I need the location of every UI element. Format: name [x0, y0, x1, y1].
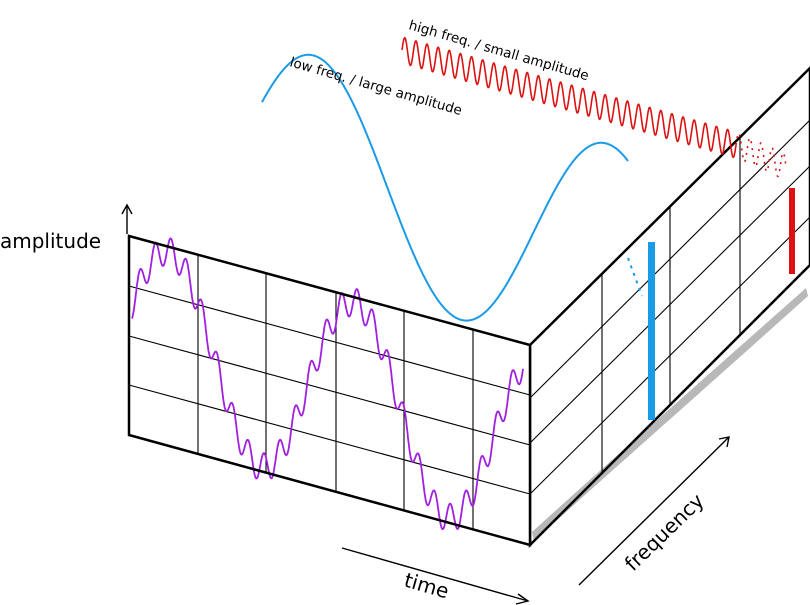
- low-frequency-bar: [648, 242, 655, 420]
- frequency-panel: [528, 66, 810, 549]
- low-frequency-wave: [261, 53, 629, 322]
- high-frequency-bar: [789, 188, 795, 274]
- combined-wave: [131, 237, 524, 530]
- amplitude-label: amplitude: [0, 229, 101, 253]
- time-panel-border: [127, 234, 532, 547]
- high-wave-label: high freq. / small amplitude: [407, 17, 591, 84]
- time-panel: [127, 234, 532, 547]
- time-grid: [128, 255, 531, 529]
- low-wave-label: low freq. / large amplitude: [288, 54, 464, 119]
- time-label: time: [402, 568, 452, 604]
- high-frequency-wave-projection: [735, 132, 787, 178]
- frequency-grid: [529, 119, 810, 495]
- time-axis: [341, 547, 530, 605]
- amplitude-axis: [121, 203, 133, 234]
- frequency-axis: [578, 436, 730, 586]
- high-frequency-wave: [401, 37, 737, 158]
- frequency-floor-shadow: [532, 288, 808, 541]
- low-frequency-wave-projection: [627, 257, 643, 297]
